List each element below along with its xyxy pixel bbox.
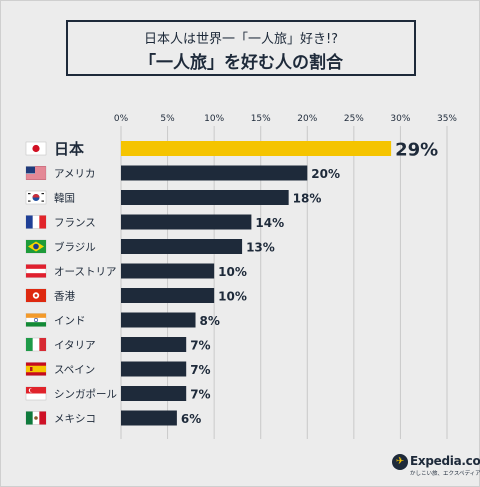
category-label: シンガポール — [54, 389, 117, 401]
x-tick-label: 30% — [390, 114, 410, 124]
category-label: スペイン — [54, 364, 95, 376]
chart-title: 日本人は世界一「一人旅」好き!? — [143, 32, 339, 47]
globe-icon: ✈ — [392, 454, 408, 470]
x-tick-label: 25% — [344, 114, 364, 124]
x-tick-label: 20% — [297, 114, 317, 124]
category-label: メキシコ — [54, 413, 96, 425]
japan-flag-icon — [25, 141, 47, 156]
bar — [121, 312, 196, 328]
x-tick-label: 15% — [251, 114, 271, 124]
x-tick-label: 5% — [160, 114, 175, 124]
data-label: 18% — [293, 192, 322, 206]
logo-tagline: かしこい旅、エクスペディア — [410, 471, 480, 477]
logo-text: Expedia.co.jp — [410, 454, 480, 468]
x-tick-label: 35% — [437, 114, 457, 124]
india-flag-icon — [25, 313, 47, 327]
france-flag-icon — [25, 215, 47, 229]
korea-flag-icon — [25, 190, 47, 205]
title-box: 日本人は世界一「一人旅」好き!? 「一人旅」を好む人の割合 — [66, 20, 416, 76]
x-tick-label: 0% — [114, 114, 129, 124]
x-tick-label: 10% — [204, 114, 224, 124]
chart-subtitle: 「一人旅」を好む人の割合 — [139, 53, 343, 73]
data-label: 14% — [255, 216, 284, 230]
singapore-flag-icon — [25, 386, 47, 401]
bar — [121, 214, 252, 230]
bar — [121, 337, 187, 352]
data-label: 7% — [190, 388, 210, 402]
data-label: 7% — [190, 339, 210, 353]
data-label: 10% — [218, 290, 247, 304]
bar — [121, 410, 177, 426]
bar — [121, 386, 187, 401]
data-label: 13% — [246, 241, 275, 255]
category-label: ブラジル — [54, 241, 96, 254]
data-label: 7% — [190, 363, 210, 377]
bar — [121, 361, 187, 377]
bar — [121, 263, 215, 279]
category-label: アメリカ — [54, 168, 95, 180]
data-label: 10% — [218, 265, 247, 279]
brazil-flag-icon — [25, 239, 47, 254]
spain-flag-icon — [25, 362, 47, 376]
category-label: オーストリア — [54, 266, 116, 278]
category-label: 香港 — [54, 291, 75, 303]
bar — [121, 190, 289, 205]
austria-flag-icon — [25, 264, 47, 278]
hongkong-flag-icon — [25, 288, 47, 303]
data-label: 29% — [395, 140, 438, 161]
category-label: インド — [54, 315, 86, 327]
data-label: 20% — [311, 167, 340, 181]
category-label: イタリア — [54, 340, 96, 352]
expedia-logo: ✈ Expedia.co.jp かしこい旅、エクスペディア — [392, 452, 480, 480]
mexico-flag-icon — [25, 411, 47, 425]
category-label: 日本 — [54, 140, 84, 158]
category-label: 韓国 — [54, 193, 75, 205]
bar — [121, 141, 392, 156]
category-label: フランス — [54, 217, 96, 229]
bar — [121, 239, 243, 254]
data-label: 8% — [200, 314, 220, 328]
italy-flag-icon — [25, 337, 47, 352]
usa-flag-icon — [25, 166, 47, 180]
bar — [121, 165, 308, 181]
bar — [121, 288, 215, 303]
data-label: 6% — [181, 412, 201, 426]
